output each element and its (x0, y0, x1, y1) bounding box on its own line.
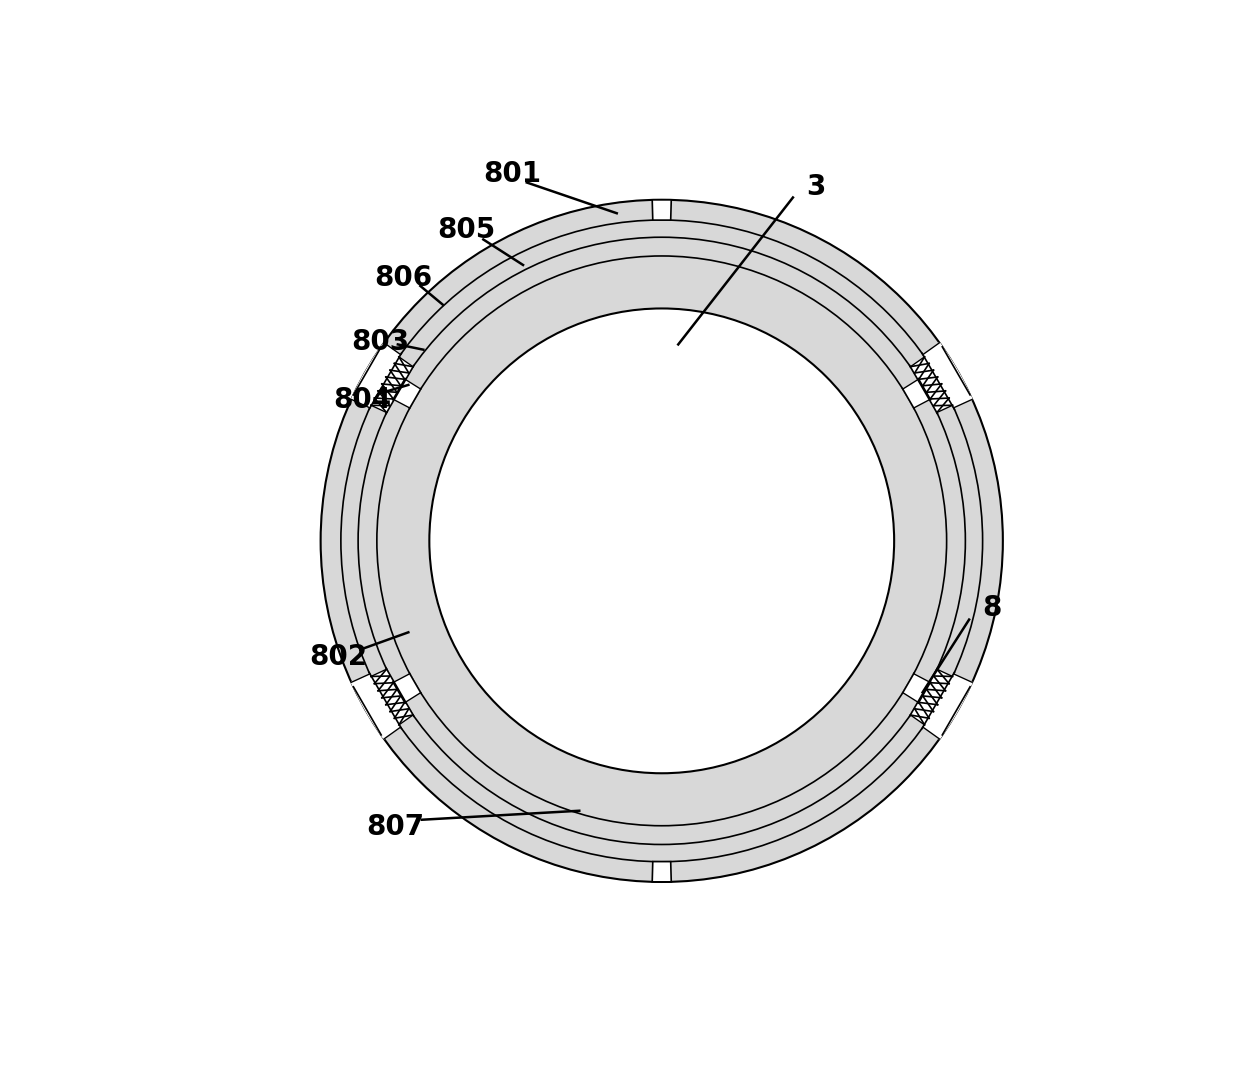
Polygon shape (910, 669, 952, 725)
Text: 801: 801 (482, 160, 541, 187)
Polygon shape (910, 357, 952, 412)
Text: 807: 807 (367, 813, 424, 841)
Text: 3: 3 (806, 174, 825, 201)
Text: 806: 806 (374, 265, 433, 292)
Polygon shape (351, 343, 401, 408)
Polygon shape (393, 674, 420, 703)
Polygon shape (321, 200, 1003, 881)
Polygon shape (923, 343, 972, 408)
Polygon shape (652, 200, 671, 221)
Polygon shape (393, 379, 420, 408)
Polygon shape (351, 674, 401, 739)
Polygon shape (923, 674, 972, 739)
Text: 8: 8 (982, 594, 1001, 622)
Polygon shape (652, 861, 671, 881)
Text: 805: 805 (438, 215, 496, 244)
Text: 802: 802 (309, 643, 367, 672)
Polygon shape (371, 357, 413, 412)
Text: 803: 803 (351, 328, 409, 357)
Text: 804: 804 (332, 386, 391, 413)
Circle shape (429, 308, 894, 773)
Polygon shape (903, 379, 930, 408)
Polygon shape (371, 669, 413, 725)
Polygon shape (903, 674, 930, 703)
